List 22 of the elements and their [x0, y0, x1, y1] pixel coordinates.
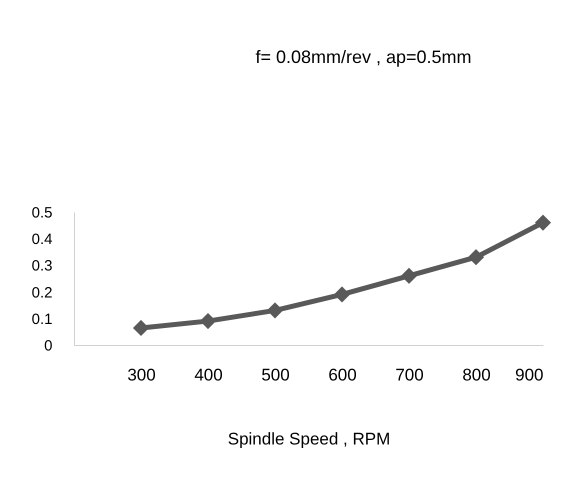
x-axis-title: Spindle Speed , RPM	[228, 430, 390, 448]
x-tick-label: 800	[462, 366, 491, 384]
chart-title: f= 0.08mm/rev , ap=0.5mm	[255, 47, 472, 67]
point	[200, 313, 216, 330]
point	[400, 268, 418, 284]
point	[468, 249, 484, 266]
y-tick-label: 0.4	[32, 231, 52, 248]
y-tick-label: 0	[44, 338, 52, 354]
point	[534, 214, 552, 231]
y-tick-label: 0.5	[32, 204, 52, 222]
x-tick-label: 500	[261, 366, 290, 384]
x-tick-label: 300	[127, 366, 156, 384]
x-tick-label: 400	[194, 366, 223, 384]
x-tick-label: 900	[515, 366, 544, 384]
y-tick-label: 0.1	[32, 310, 52, 328]
x-tick-label: 600	[328, 366, 357, 384]
y-tick-label: 0.2	[32, 284, 52, 302]
y-tick-label: 0.3	[32, 258, 52, 275]
x-tick-label: 700	[395, 366, 424, 384]
point	[334, 286, 350, 303]
point	[132, 320, 150, 336]
point	[266, 302, 284, 318]
